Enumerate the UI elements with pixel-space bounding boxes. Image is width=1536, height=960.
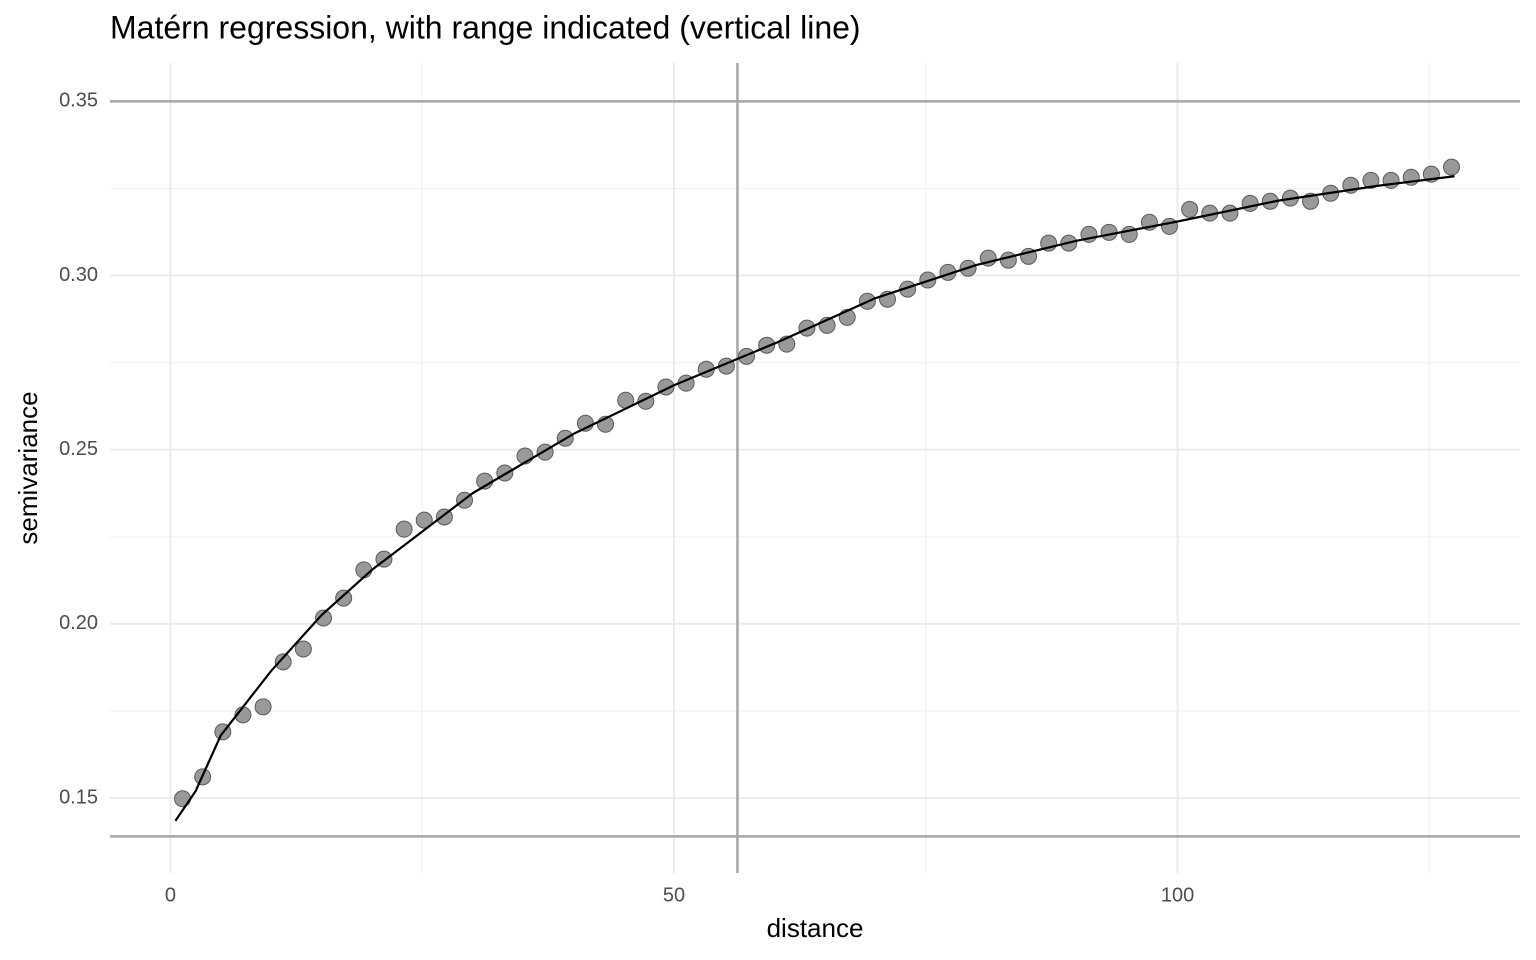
y-tick-label: 0.35 xyxy=(59,90,98,112)
data-point xyxy=(315,609,333,627)
data-point xyxy=(254,698,272,716)
chart-title: Matérn regression, with range indicated … xyxy=(110,9,861,45)
y-axis-title: semivariance xyxy=(13,391,43,544)
data-point xyxy=(174,790,192,808)
fit-line xyxy=(174,175,1455,822)
data-point xyxy=(1181,200,1199,218)
x-tick-label: 0 xyxy=(165,884,176,906)
data-point xyxy=(1362,171,1380,189)
data-point xyxy=(1161,217,1179,235)
data-point xyxy=(999,251,1017,269)
x-axis-title: distance xyxy=(767,913,864,943)
x-tick-label: 100 xyxy=(1161,884,1194,906)
data-point xyxy=(335,589,353,607)
data-point xyxy=(1100,223,1118,241)
data-point xyxy=(355,561,373,579)
y-tick-label: 0.15 xyxy=(59,786,98,808)
data-point xyxy=(1241,194,1259,212)
data-point xyxy=(1443,158,1461,176)
data-point xyxy=(1221,204,1239,222)
y-tick-label: 0.30 xyxy=(59,264,98,286)
data-point xyxy=(1382,171,1400,189)
data-point xyxy=(415,511,433,529)
data-point xyxy=(294,640,312,658)
y-tick-label: 0.25 xyxy=(59,438,98,460)
data-point xyxy=(395,520,413,538)
x-tick-label: 50 xyxy=(663,884,685,906)
y-tick-label: 0.20 xyxy=(59,612,98,634)
data-point xyxy=(274,653,292,671)
